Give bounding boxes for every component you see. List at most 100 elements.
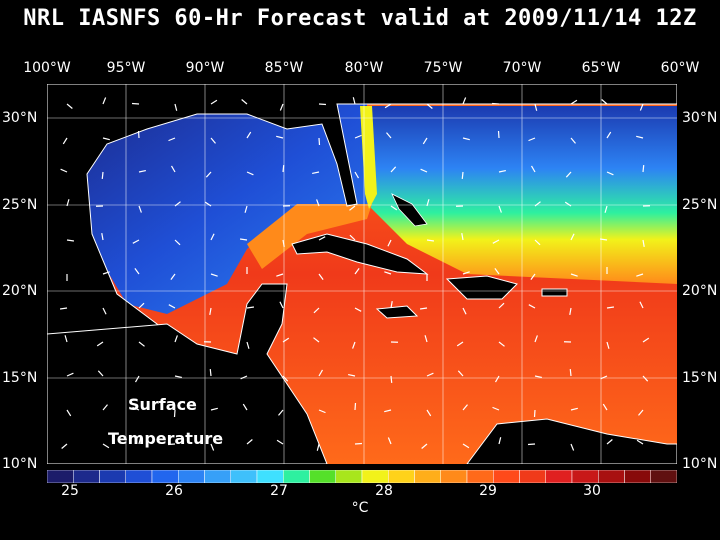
current-vector bbox=[570, 137, 576, 144]
current-vector bbox=[424, 335, 428, 343]
current-vector bbox=[352, 341, 356, 349]
latitude-label-right: 25°N bbox=[682, 197, 718, 213]
current-vector bbox=[279, 103, 284, 111]
current-vector bbox=[390, 301, 393, 309]
current-vector bbox=[534, 375, 542, 379]
current-vector bbox=[461, 171, 464, 180]
current-vector bbox=[639, 301, 644, 309]
current-vector bbox=[138, 341, 145, 347]
current-vector bbox=[279, 301, 284, 309]
puerto-rico-land bbox=[541, 288, 568, 297]
current-vector bbox=[313, 337, 320, 343]
current-vector bbox=[494, 267, 500, 275]
current-vector bbox=[132, 239, 140, 244]
current-vector bbox=[390, 205, 398, 211]
current-vector bbox=[498, 169, 506, 173]
current-vector bbox=[354, 171, 360, 179]
current-vector bbox=[570, 273, 578, 277]
current-vector bbox=[426, 103, 433, 109]
current-vector bbox=[462, 404, 468, 411]
current-vector bbox=[569, 307, 572, 315]
current-vector bbox=[246, 439, 253, 445]
current-vector bbox=[278, 409, 284, 416]
current-vector bbox=[636, 439, 644, 445]
current-vector bbox=[462, 271, 470, 275]
current-vector bbox=[96, 341, 104, 347]
current-vector bbox=[282, 164, 285, 173]
current-vector bbox=[66, 199, 70, 207]
current-vector bbox=[606, 439, 613, 445]
colorbar-tick-label: 26 bbox=[165, 483, 183, 499]
graticule bbox=[47, 84, 677, 464]
current-vector bbox=[174, 103, 178, 111]
current-vector bbox=[534, 201, 541, 207]
current-vector bbox=[170, 165, 176, 173]
current-vector bbox=[60, 168, 68, 173]
current-vector bbox=[422, 137, 428, 145]
current-vector bbox=[205, 171, 212, 178]
current-vector bbox=[168, 137, 176, 142]
current-vector bbox=[421, 443, 428, 449]
colorbar-swatch bbox=[388, 470, 415, 483]
current-vector bbox=[66, 372, 74, 377]
current-vector bbox=[384, 409, 392, 413]
longitude-label: 85°W bbox=[264, 60, 304, 76]
current-vector bbox=[636, 135, 644, 139]
current-vector bbox=[210, 233, 215, 241]
caption-temperature: Temperature bbox=[108, 429, 224, 448]
current-vector bbox=[61, 443, 68, 449]
current-vector bbox=[318, 236, 326, 241]
current-vector bbox=[606, 341, 610, 349]
current-vector bbox=[492, 406, 500, 411]
current-vector bbox=[138, 302, 145, 309]
current-vector bbox=[318, 409, 326, 414]
current-vector bbox=[387, 437, 392, 445]
current-vector bbox=[174, 239, 181, 246]
current-vector bbox=[210, 99, 218, 105]
current-vector bbox=[97, 370, 104, 377]
current-vector bbox=[101, 171, 104, 180]
colorbar-swatch bbox=[309, 470, 336, 483]
current-vector bbox=[209, 368, 212, 377]
current-vector bbox=[426, 409, 432, 417]
current-vector bbox=[174, 335, 178, 343]
colorbar-swatch bbox=[466, 470, 494, 483]
current-vector bbox=[534, 335, 538, 343]
colorbar-tick-label: 27 bbox=[270, 483, 288, 499]
current-vector bbox=[419, 307, 428, 310]
current-vector bbox=[420, 168, 428, 173]
current-vector bbox=[246, 306, 255, 309]
colorbar bbox=[47, 470, 677, 483]
current-vector bbox=[636, 273, 644, 277]
current-vector bbox=[242, 403, 248, 411]
current-vector bbox=[138, 169, 146, 173]
colorbar-swatch bbox=[47, 470, 74, 483]
current-vector bbox=[600, 375, 608, 380]
current-vector bbox=[565, 171, 572, 178]
current-vector bbox=[316, 443, 320, 451]
colorbar-swatch bbox=[519, 470, 546, 483]
central-america-land bbox=[47, 283, 328, 464]
current-vector bbox=[462, 97, 467, 105]
current-vector bbox=[276, 273, 284, 277]
colorbar-swatch bbox=[414, 470, 441, 483]
current-vector bbox=[132, 406, 140, 411]
current-vector bbox=[66, 239, 75, 242]
latitude-label-left: 15°N bbox=[2, 370, 38, 386]
current-vector bbox=[313, 307, 320, 314]
current-vector bbox=[102, 97, 107, 105]
current-vector bbox=[569, 368, 572, 377]
latitude-label-right: 30°N bbox=[682, 110, 718, 126]
current-vector bbox=[494, 375, 500, 383]
current-vector bbox=[492, 239, 500, 244]
current-vector bbox=[456, 341, 464, 347]
current-vector bbox=[174, 375, 182, 379]
current-vector bbox=[318, 369, 324, 377]
current-vector bbox=[638, 409, 644, 416]
current-vector bbox=[564, 201, 572, 207]
current-vector bbox=[528, 304, 536, 309]
current-vector bbox=[282, 239, 285, 247]
current-vector bbox=[240, 375, 248, 380]
current-vector bbox=[64, 335, 68, 343]
gulf-of-mexico bbox=[67, 104, 372, 314]
